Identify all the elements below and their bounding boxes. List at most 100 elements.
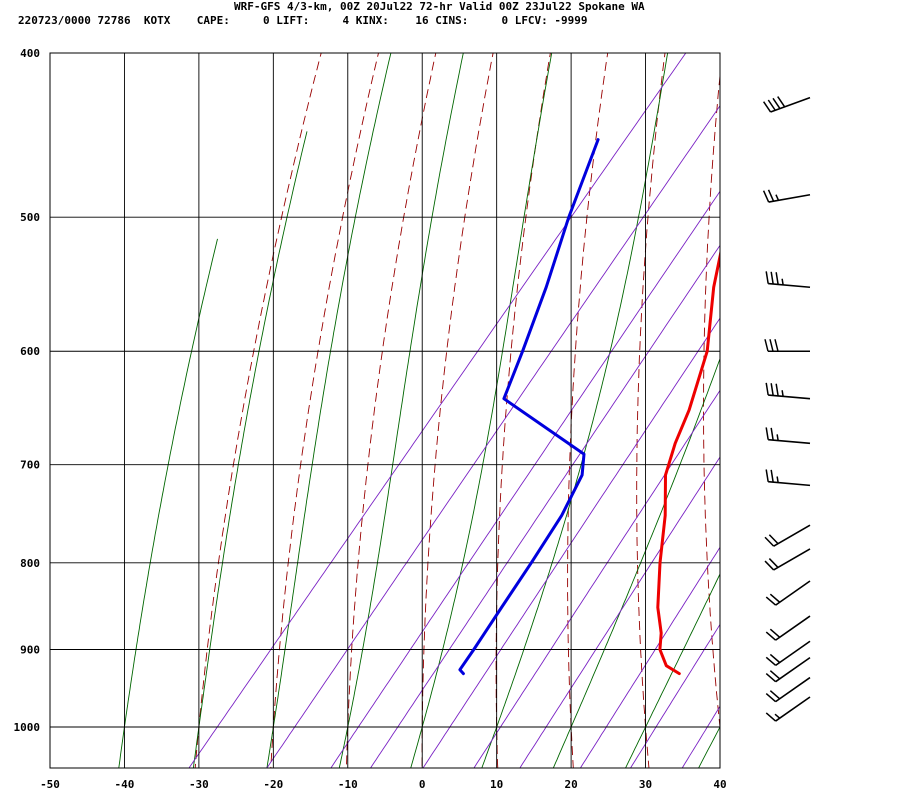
- mixing-ratio-line: [266, 104, 720, 768]
- wind-barb: [764, 524, 811, 547]
- moist-adiabat: [625, 573, 720, 768]
- wind-barb-half: [774, 713, 781, 719]
- wind-barb-full: [765, 382, 769, 396]
- wind-barb-shaft: [775, 615, 811, 641]
- wind-barb-full: [767, 189, 775, 202]
- moist-adiabat: [410, 53, 553, 768]
- wind-barb: [762, 189, 811, 203]
- wind-barb: [762, 96, 811, 113]
- x-axis-tick-labels: -50 -40 -30 -20 -10 0 10 20 30 40: [40, 778, 727, 791]
- sounding-indices: 220723/0000 72786 KOTX CAPE: 0 LIFT: 4 K…: [18, 14, 588, 27]
- wind-barb: [765, 640, 811, 667]
- x-tick-label: 30: [639, 778, 652, 791]
- wind-barb-full: [765, 596, 777, 606]
- wind-barb-half: [776, 434, 779, 441]
- wind-barb-full: [769, 593, 781, 603]
- y-axis-tick-labels: 400 500 600 700 800 900 1000: [14, 47, 41, 734]
- wind-barb: [765, 382, 811, 400]
- moist-adiabat: [192, 131, 308, 768]
- wind-barb-full: [768, 534, 779, 545]
- dry-adiabat: [270, 53, 379, 768]
- wind-barb-full: [775, 272, 779, 285]
- wind-barb-shaft: [768, 282, 811, 289]
- wind-barb-full: [765, 692, 777, 703]
- wind-barb-shaft: [775, 676, 811, 703]
- wind-barb-full: [769, 653, 781, 664]
- wind-barb-full: [765, 631, 777, 641]
- wind-barb: [765, 696, 811, 722]
- wind-barb-full: [772, 97, 781, 109]
- mixing-ratio-line: [422, 317, 720, 768]
- x-tick-label: 0: [419, 778, 426, 791]
- dry-adiabat: [346, 53, 437, 768]
- wind-barb: [764, 339, 810, 353]
- x-tick-label: -40: [115, 778, 135, 791]
- wind-barb-shaft: [768, 394, 811, 400]
- wind-barb-full: [777, 96, 786, 108]
- y-tick-label: 700: [20, 459, 40, 472]
- wind-barb-full: [770, 469, 774, 483]
- wind-barb-full: [774, 339, 779, 352]
- x-tick-label: -30: [189, 778, 209, 791]
- y-tick-label: 800: [20, 557, 40, 570]
- wind-barb-full: [769, 690, 781, 700]
- wind-barb-full: [775, 383, 779, 397]
- y-tick-label: 400: [20, 47, 40, 60]
- mixing-ratio-line: [579, 546, 720, 768]
- wind-barb-full: [770, 383, 774, 396]
- dry-adiabat: [194, 53, 322, 768]
- wind-barb-shaft: [775, 696, 811, 722]
- wind-barb-shaft: [775, 640, 811, 667]
- dry-adiabat: [831, 34, 876, 770]
- wind-barb-full: [767, 99, 776, 111]
- moist-adiabat: [338, 53, 464, 768]
- mixing-ratio-line: [370, 244, 720, 768]
- wind-barb-shaft: [775, 580, 811, 606]
- wind-barb-full: [769, 339, 774, 352]
- moist-adiabat: [118, 238, 218, 768]
- moist-adiabat: [552, 357, 720, 768]
- wind-barb: [765, 656, 811, 683]
- mixing-ratio-line: [473, 389, 720, 768]
- wind-barb-half: [775, 194, 780, 201]
- wind-barb-full: [762, 101, 772, 113]
- wind-barb: [765, 615, 811, 641]
- moist-adiabat: [266, 53, 392, 768]
- wind-barb-full: [770, 427, 774, 441]
- mixing-ratio-line: [188, 53, 687, 768]
- wind-barb-full: [765, 271, 769, 284]
- wind-barb-full: [764, 339, 769, 352]
- wind-barb-shaft: [773, 548, 811, 571]
- wind-barb-full: [762, 190, 770, 203]
- wind-barbs: [762, 96, 811, 722]
- dewpoint-profile: [458, 138, 600, 676]
- wind-barb-full: [765, 673, 777, 683]
- wind-barb: [764, 548, 811, 571]
- moist-adiabat: [698, 726, 720, 768]
- dry-adiabat: [892, 34, 900, 770]
- y-tick-label: 900: [20, 643, 40, 656]
- wind-barb-shaft: [768, 480, 811, 487]
- y-tick-label: 1000: [14, 721, 41, 734]
- wind-barb-half: [776, 476, 779, 483]
- wind-barb: [765, 676, 811, 703]
- x-tick-label: 40: [713, 778, 726, 791]
- wind-barb-shaft: [768, 193, 811, 203]
- dry-adiabat: [703, 70, 720, 732]
- wind-barb-full: [765, 656, 777, 666]
- pressure-temperature-grid: [50, 53, 720, 768]
- mixing-ratio-line: [630, 623, 720, 768]
- wind-barb-full: [770, 271, 774, 285]
- x-tick-label: -10: [338, 778, 358, 791]
- dry-adiabat: [421, 53, 494, 768]
- wind-barb-shaft: [773, 524, 811, 547]
- data-series: [458, 138, 720, 676]
- wind-barb-full: [768, 558, 779, 568]
- wind-barb-full: [765, 469, 769, 482]
- wind-barb-full: [765, 427, 769, 440]
- x-tick-label: -20: [263, 778, 283, 791]
- wind-barb-full: [769, 670, 781, 680]
- chart-title: WRF-GFS 4/3-km, 00Z 20Jul22 72-hr Valid …: [234, 0, 645, 13]
- wind-barb: [765, 469, 811, 487]
- wind-barb: [765, 271, 811, 289]
